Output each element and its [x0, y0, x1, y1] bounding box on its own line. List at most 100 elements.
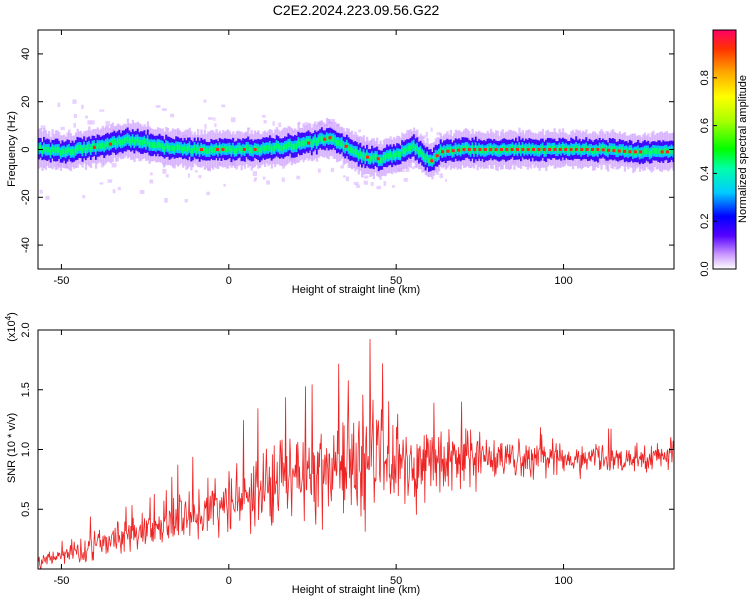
spectrogram-band-high	[520, 147, 523, 154]
spectrogram-speckle	[343, 175, 346, 178]
spectrogram-band-high	[404, 147, 407, 154]
spectrogram-band-high	[141, 139, 145, 146]
spectrogram-ridge-peak	[607, 148, 611, 152]
spectrogram-ridge-peak	[628, 150, 632, 154]
spectrogram-band-high	[427, 157, 431, 164]
snr-x-tick-label: -50	[53, 575, 69, 587]
spectrogram-ridge-peak	[242, 148, 246, 151]
spectrogram-band-high	[438, 151, 441, 158]
spectrogram-band-high	[91, 143, 94, 150]
spectrogram-band-high	[120, 139, 123, 146]
spectrogram-ridge-peak	[216, 148, 220, 151]
spectrogram-band-high	[126, 135, 129, 142]
spectrogram-band-high	[658, 148, 662, 155]
spectrogram-speckle	[214, 123, 217, 128]
spectrogram-band-high	[153, 142, 156, 148]
spectrogram-band-high	[314, 137, 317, 143]
spectrogram-speckle	[161, 108, 167, 111]
spectrogram-speckle	[444, 179, 448, 182]
spectrogram-band-high	[68, 146, 71, 153]
spectrogram-x-tick-label: 0	[226, 275, 232, 287]
spectrogram-band-high	[330, 136, 334, 143]
spectrogram-band-high	[610, 146, 613, 153]
spectrogram-band-high	[352, 148, 355, 155]
spectrogram-band-high	[354, 148, 357, 155]
spectrogram-band-high	[409, 145, 412, 152]
spectrogram-band-high	[98, 143, 101, 149]
snr-y-tick-label: 1.0	[20, 442, 32, 457]
spectrogram-band-high	[240, 147, 243, 154]
spectrogram-band-high	[131, 136, 134, 143]
spectrogram-band-high	[289, 141, 292, 148]
snr-x-tick-label: 0	[226, 575, 232, 587]
spectrogram-band-high	[593, 147, 596, 154]
spectrogram-band-high	[337, 139, 340, 146]
spectrogram-ridge-peak	[633, 150, 637, 154]
spectrogram-ridge-peak	[526, 148, 530, 151]
spectrogram-band-high	[79, 145, 83, 151]
spectrogram-band-high	[473, 148, 476, 155]
spectrogram-ridge-peak	[221, 148, 225, 151]
spectrogram-band-high	[493, 146, 496, 153]
spectrogram-band-high	[237, 145, 240, 152]
spectrogram-band-high	[202, 147, 205, 154]
spectrogram-band-high	[444, 148, 447, 155]
spectrogram-y-tick-label: -40	[20, 237, 32, 253]
spectrogram-band-high	[188, 144, 191, 150]
spectrogram-band-high	[123, 137, 126, 144]
spectrogram-band-high	[166, 143, 170, 150]
spectrogram-y-tick-label: 0	[20, 146, 32, 152]
spectrogram-band-high	[38, 145, 41, 152]
snr-y-ticks: 0.5 1.0 1.5 2.0	[20, 322, 674, 517]
spectrogram-band-high	[630, 147, 633, 154]
spectrogram-ridge-peak	[462, 148, 466, 152]
spectrogram-ridge-peak	[430, 159, 434, 163]
spectrogram-band-high	[399, 151, 402, 158]
spectrogram-speckle	[363, 175, 369, 179]
spectrogram-band-high	[309, 138, 312, 145]
spectrogram-speckle	[391, 185, 395, 188]
spectrogram-band-high	[637, 148, 640, 155]
spectrogram-speckle	[73, 122, 76, 128]
spectrogram-band-high	[260, 146, 263, 153]
spectrogram-band-high	[663, 148, 667, 154]
spectrogram-band-high	[396, 151, 399, 157]
spectrogram-speckle	[73, 113, 77, 119]
spectrogram-band-high	[69, 149, 73, 156]
spectrogram-band-high	[106, 140, 109, 147]
spectrogram-band-high	[230, 148, 233, 154]
chart-title: C2E2.2024.223.09.56.G22	[273, 2, 440, 18]
spectrogram-band-high	[414, 146, 417, 153]
spectrogram-band-high	[518, 144, 521, 151]
spectrogram-speckle	[304, 122, 308, 127]
spectrogram-band-high	[140, 139, 143, 146]
spectrogram-band-high	[645, 148, 648, 155]
spectrogram-band-high	[273, 145, 277, 152]
snr-y-tick-label: 1.5	[20, 382, 32, 397]
spectrogram-band-high	[125, 137, 128, 144]
spectrogram-band-high	[270, 146, 273, 153]
spectrogram-speckle	[376, 185, 382, 190]
spectrogram-band-high	[349, 147, 352, 153]
spectrogram-ridge-peak	[323, 137, 327, 141]
spectrogram-band-high	[356, 149, 359, 155]
spectrogram-speckle	[204, 124, 207, 129]
spectrogram-band-high	[638, 150, 642, 157]
spectrogram-band-high	[257, 146, 260, 153]
spectrogram-band-high	[190, 147, 193, 154]
spectrogram-band-high	[546, 145, 550, 152]
spectrogram-band-high	[411, 143, 414, 150]
spectrogram-band-high	[163, 146, 166, 152]
spectrogram-speckle	[355, 184, 361, 188]
spectrogram-band-high	[150, 142, 153, 148]
spectrogram-band-high	[59, 150, 63, 156]
spectrogram-band-high	[325, 135, 329, 141]
spectrogram-band-high	[53, 147, 56, 154]
spectrogram-speckle	[139, 189, 145, 194]
spectrogram-band-high	[171, 145, 175, 151]
spectrogram-band-high	[193, 144, 196, 151]
snr-y-axis-label: SNR (10 * v/v)	[6, 413, 18, 483]
spectrogram-band-high	[208, 148, 211, 155]
spectrogram-band-high	[61, 148, 64, 155]
spectrogram-band-high	[486, 146, 489, 153]
